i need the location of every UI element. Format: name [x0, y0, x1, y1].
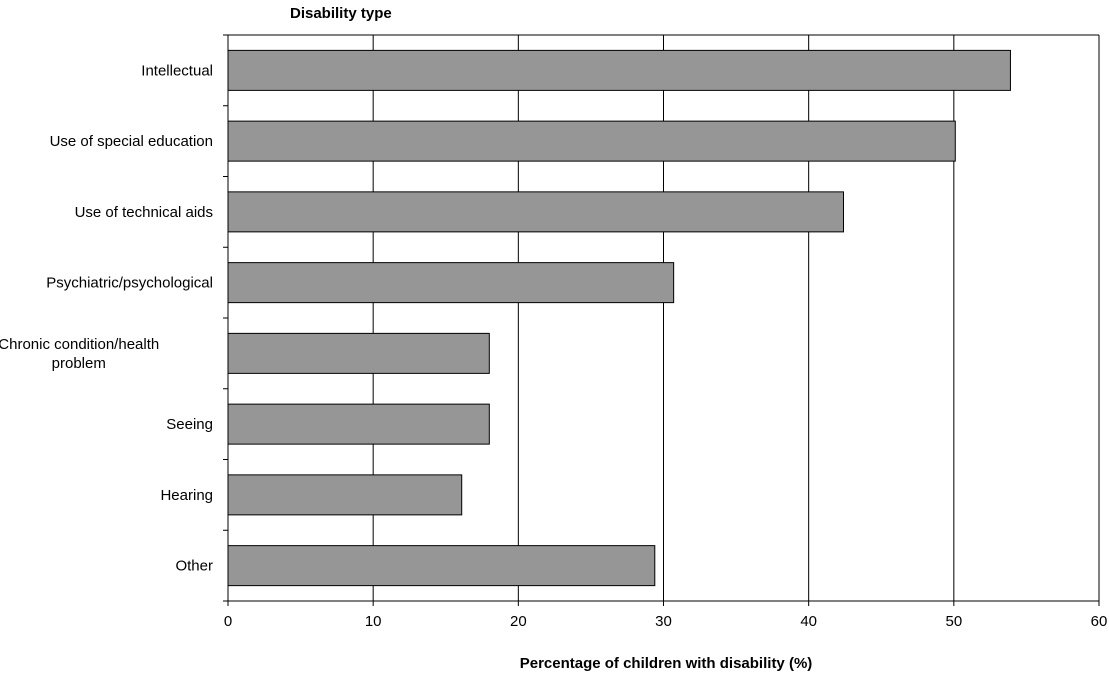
bar	[227, 262, 675, 304]
bar	[227, 545, 656, 587]
y-axis-title: Disability type	[290, 5, 392, 22]
bar	[227, 332, 490, 374]
y-tick-label: Use of technical aids	[75, 204, 213, 221]
x-tick-label: 50	[945, 613, 962, 630]
plot-area: 0 10 20 30 40 50 60 Intellectual Use of special …	[0, 34, 1108, 630]
y-tick-label: Seeing	[166, 416, 213, 433]
y-tick-label: Use of special education	[50, 133, 213, 150]
y-tick-label: Psychiatric/psychological	[46, 275, 213, 292]
x-tick-label: 40	[800, 613, 817, 630]
bar	[227, 49, 1011, 91]
y-tick-label: Hearing	[160, 487, 213, 504]
bar	[227, 191, 845, 233]
x-tick-label: 30	[655, 613, 672, 630]
x-axis-title: Percentage of children with disability (…	[520, 655, 813, 672]
y-tick-label: Other	[175, 558, 213, 575]
x-tick-label: 10	[365, 613, 382, 630]
bar	[227, 403, 490, 445]
bar	[227, 474, 463, 516]
x-tick-label: 0	[224, 613, 232, 630]
x-tick-label: 20	[510, 613, 527, 630]
y-tick-label: Intellectual	[141, 62, 213, 79]
x-tick-label: 60	[1091, 613, 1108, 630]
bar	[227, 120, 956, 162]
y-tick-label: Chronic condition/health problem	[0, 336, 159, 372]
